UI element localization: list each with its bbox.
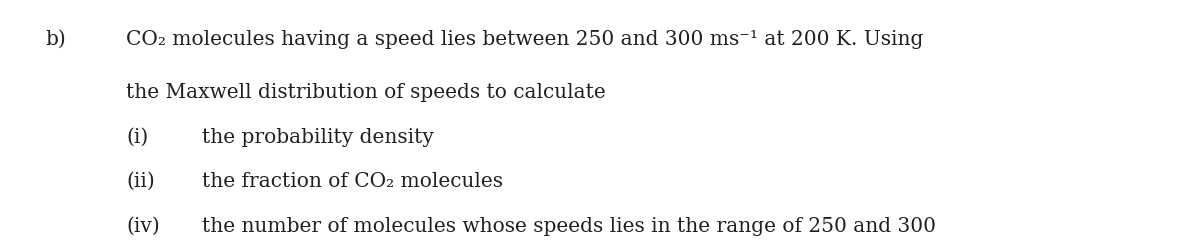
Text: (ii): (ii)	[126, 171, 155, 190]
Text: CO₂ molecules having a speed lies between 250 and 300 ms⁻¹ at 200 K. Using: CO₂ molecules having a speed lies betwee…	[126, 30, 923, 49]
Text: (i): (i)	[126, 128, 149, 146]
Text: b): b)	[46, 30, 66, 49]
Text: the fraction of CO₂ molecules: the fraction of CO₂ molecules	[202, 171, 503, 190]
Text: the probability density: the probability density	[202, 128, 433, 146]
Text: the Maxwell distribution of speeds to calculate: the Maxwell distribution of speeds to ca…	[126, 82, 606, 102]
Text: the number of molecules whose speeds lies in the range of 250 and 300: the number of molecules whose speeds lie…	[202, 216, 936, 235]
Text: (iv): (iv)	[126, 216, 160, 235]
